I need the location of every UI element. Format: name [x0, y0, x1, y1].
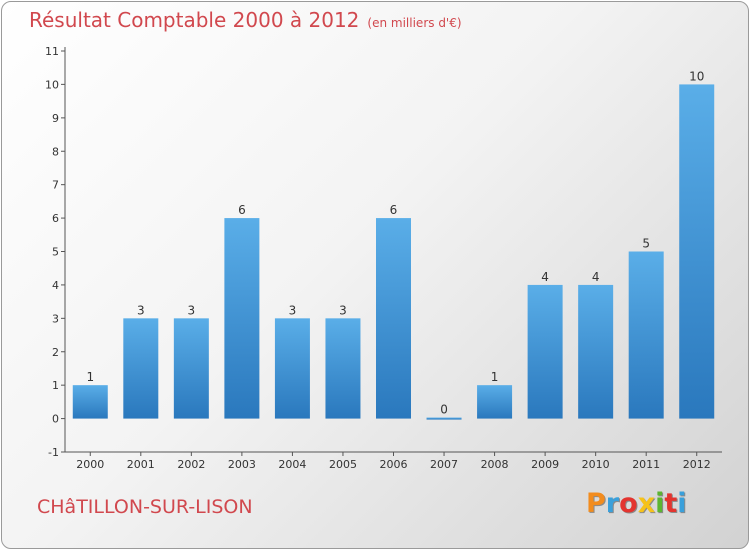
data-label: 5 [642, 237, 650, 251]
x-tick-label: 2011 [632, 458, 660, 471]
location-name: CHâTILLON-SUR-LISON [37, 496, 253, 518]
y-tick-label: 3 [52, 312, 59, 325]
data-label: 3 [188, 303, 196, 317]
logo-letter: i [677, 488, 687, 519]
bar [628, 251, 664, 419]
y-tick-label: 6 [52, 212, 59, 225]
bar [376, 218, 411, 419]
chart-subtitle: (en milliers d'€) [367, 16, 462, 30]
data-label: 3 [339, 303, 347, 317]
x-tick-label: 2008 [481, 458, 509, 471]
bar [274, 318, 310, 419]
x-tick-label: 2012 [683, 458, 711, 471]
y-tick-label: 4 [52, 279, 59, 292]
logo-letter: t [664, 488, 678, 519]
bar [679, 84, 715, 419]
data-label: 10 [689, 69, 704, 83]
y-tick-label: 8 [52, 145, 59, 158]
y-tick-label: 9 [52, 112, 59, 125]
y-tick-label: 11 [45, 45, 59, 58]
x-tick-label: 2002 [177, 458, 205, 471]
data-label: 4 [541, 270, 549, 284]
axes [61, 47, 722, 456]
data-label: 1 [86, 370, 94, 384]
y-tick-label: 2 [52, 346, 59, 359]
bar [224, 218, 260, 419]
bar [325, 318, 361, 419]
data-label: 6 [238, 203, 246, 217]
x-tick-label: 2003 [228, 458, 256, 471]
y-tick-label: 7 [52, 179, 59, 192]
proxiti-logo: Proxiti [586, 488, 687, 519]
x-tick-label: 2004 [278, 458, 306, 471]
data-label: 3 [137, 303, 145, 317]
data-labels: 1 3 3 6 3 3 6 0 1 4 4 5 10 [86, 69, 704, 416]
y-tick-label: 1 [52, 379, 59, 392]
bar [578, 284, 614, 419]
x-tick-label: 2005 [329, 458, 357, 471]
x-tick-label: 2010 [582, 458, 610, 471]
y-tick-label: 10 [45, 78, 59, 91]
bar [477, 385, 513, 419]
x-tick-label: 2001 [127, 458, 155, 471]
data-label: 1 [491, 370, 499, 384]
chart-title: Résultat Comptable 2000 à 2012 (en millie… [29, 8, 462, 32]
x-tick-label: 2006 [380, 458, 408, 471]
x-tick-labels: 2000 2001 2002 2003 2004 2005 2006 2007 2008 2009… [76, 458, 710, 471]
y-tick-label: 0 [52, 413, 59, 426]
data-label: 0 [440, 403, 448, 417]
bars [72, 84, 715, 420]
logo-letter: i [655, 488, 665, 519]
x-tick-label: 2007 [430, 458, 458, 471]
data-label: 6 [390, 203, 398, 217]
bar [173, 318, 209, 419]
bar [426, 417, 462, 420]
x-tick-label: 2009 [531, 458, 559, 471]
logo-letter: x [637, 488, 656, 519]
y-tick-label: 5 [52, 246, 59, 259]
bar [123, 318, 159, 419]
y-tick-labels: -1 0 1 2 3 4 5 6 7 8 9 10 11 [45, 45, 59, 459]
x-tick-label: 2000 [76, 458, 104, 471]
logo-letter: P [586, 488, 606, 519]
chart-title-text: Résultat Comptable 2000 à 2012 [29, 8, 360, 32]
bar [72, 385, 108, 419]
data-label: 4 [592, 270, 600, 284]
logo-letter: o [619, 488, 638, 519]
logo-letter: r [605, 488, 620, 519]
data-label: 3 [289, 303, 297, 317]
y-tick-label: -1 [48, 446, 59, 459]
bar [527, 284, 563, 419]
